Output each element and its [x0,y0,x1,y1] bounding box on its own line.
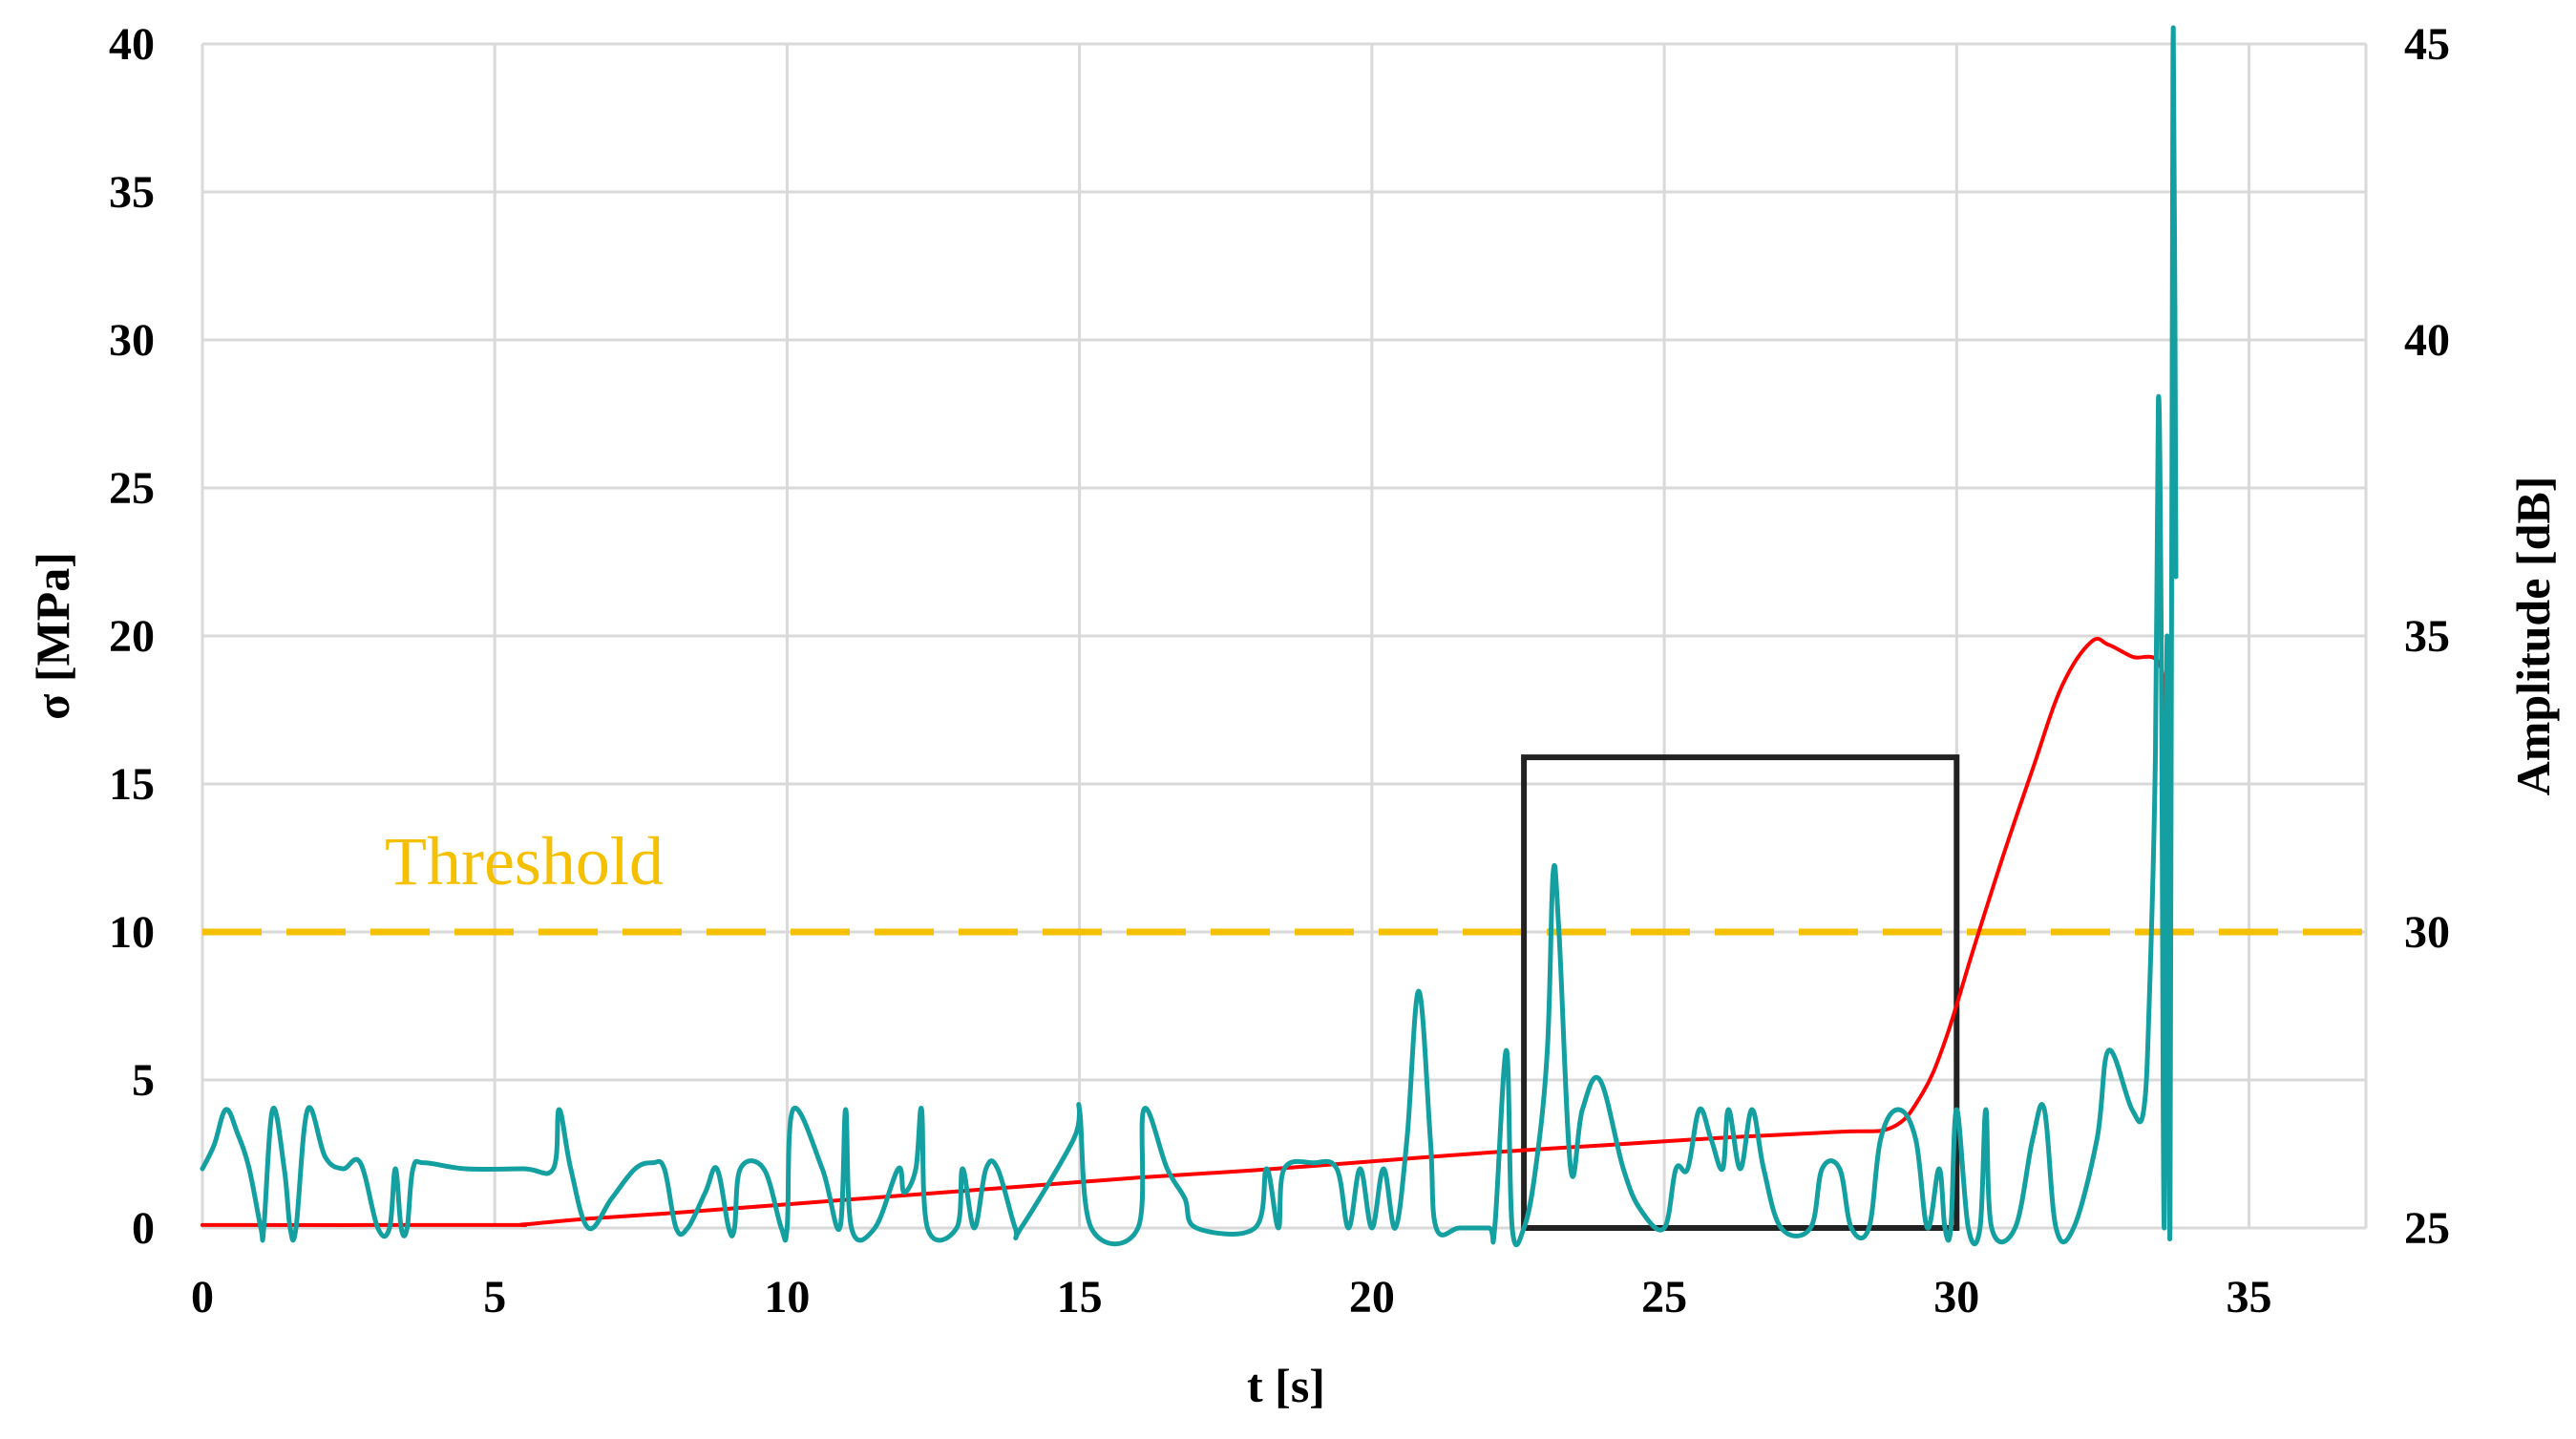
y2-tick-label: 30 [2404,907,2450,958]
x-tick-label: 35 [2227,1272,2272,1323]
x-tick-label: 0 [191,1272,214,1323]
amplitude-series-line [200,25,2179,1247]
highlight-box-group [1521,754,1960,1231]
y-tick-label: 10 [109,907,155,958]
y2-tick-label: 45 [2404,19,2450,70]
y2-tick-label: 40 [2404,315,2450,366]
y-tick-label: 15 [109,759,155,810]
y-tick-label: 5 [132,1055,155,1106]
y-tick-label: 40 [109,19,155,70]
y-tick-label: 35 [109,167,155,218]
y-tick-label: 20 [109,611,155,662]
x-tick-label: 20 [1349,1272,1395,1323]
y2-axis-title: Amplitude [dB] [2506,476,2560,796]
y2-tick-label: 35 [2404,611,2450,662]
x-tick-label: 5 [483,1272,506,1323]
y-tick-label: 0 [132,1203,155,1254]
tick-labels: 0 5 10 15 20 25 30 35 40 0 5 10 15 20 25 30 35 25 30 35 40 45 [109,19,2450,1323]
y-tick-label: 25 [109,463,155,514]
y-tick-label: 30 [109,315,155,366]
x-tick-label: 15 [1057,1272,1103,1323]
x-axis-title: t [s] [1247,1359,1325,1412]
x-tick-label: 25 [1641,1272,1687,1323]
y-axis-title: σ [MPa] [26,552,79,720]
stress-series-line [201,637,2169,1227]
series-lines [200,25,2179,1247]
x-tick-label: 10 [764,1272,810,1323]
x-tick-label: 30 [1933,1272,1979,1323]
y2-tick-label: 25 [2404,1203,2450,1254]
gridlines [201,42,2368,1230]
threshold-label: Threshold [385,823,664,899]
highlight-box [1521,754,1960,1231]
